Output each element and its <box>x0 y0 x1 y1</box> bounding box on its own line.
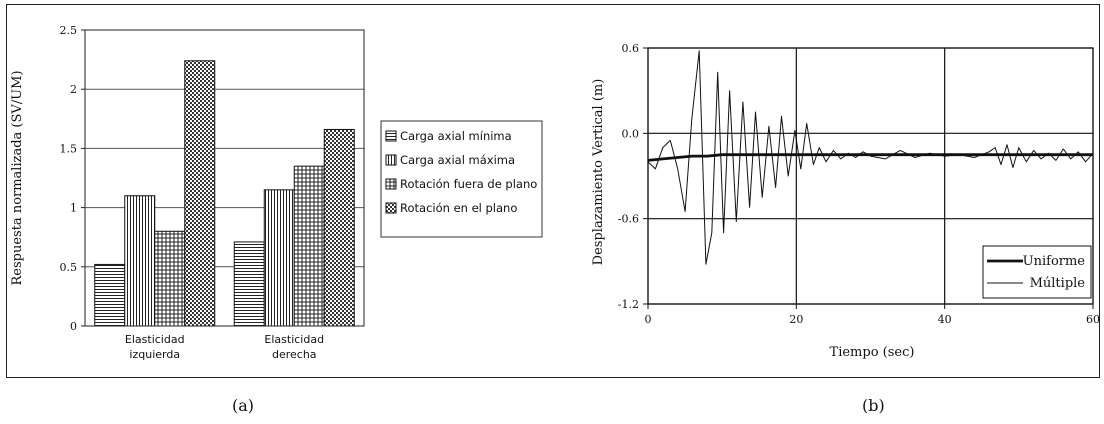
bar-chart: 0 0.5 1 1.5 2 2.5 Elasticidad izquierda Elastici… <box>10 24 543 361</box>
legend-box <box>380 120 543 238</box>
bar <box>184 60 216 327</box>
bar <box>323 128 355 327</box>
figure-frame <box>6 4 1100 378</box>
legend: Carga axial mínima Carga axial máxima Rota… <box>380 120 543 238</box>
plot-area <box>84 29 365 327</box>
legend-label: Rotación fuera de plano <box>400 177 537 191</box>
legend-swatch <box>385 202 397 214</box>
bar <box>124 195 156 327</box>
y-tick-label: 0 <box>70 320 77 333</box>
category-label: Elasticidad <box>264 333 324 346</box>
bar <box>293 165 325 327</box>
y-tick-label: 1.5 <box>60 142 78 155</box>
y-axis-label: Respuesta normalizada (SV/UM) <box>10 70 25 285</box>
legend-label: Carga axial máxima <box>400 153 515 167</box>
legend-swatch <box>385 178 397 190</box>
legend-swatch <box>385 130 397 142</box>
y-tick-label: 2.5 <box>60 24 78 37</box>
bar <box>154 230 186 327</box>
caption-b: (b) <box>862 396 885 415</box>
bar <box>233 241 265 327</box>
y-tick-label: 2 <box>70 83 77 96</box>
category-label: Elasticidad <box>125 333 185 346</box>
legend-label: Carga axial mínima <box>400 129 512 143</box>
caption-a: (a) <box>232 396 255 415</box>
legend-swatch <box>385 154 397 166</box>
category-label: izquierda <box>129 348 180 361</box>
category-label: derecha <box>272 348 317 361</box>
y-tick-label: 0.5 <box>60 261 78 274</box>
bar <box>94 263 126 327</box>
y-tick-label: 1 <box>70 202 77 215</box>
legend-label: Rotación en el plano <box>400 201 517 215</box>
bar <box>263 189 295 327</box>
